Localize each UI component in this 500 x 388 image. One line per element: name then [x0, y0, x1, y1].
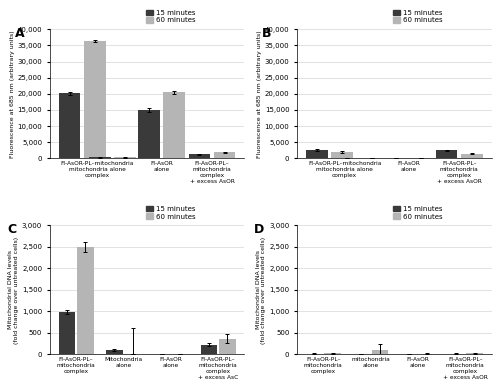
Text: A: A	[15, 27, 24, 40]
Bar	[106, 350, 122, 355]
Text: B: B	[262, 27, 272, 40]
Bar	[200, 345, 217, 355]
Bar	[214, 152, 236, 158]
Bar	[58, 312, 75, 355]
Legend: 15 minutes, 60 minutes: 15 minutes, 60 minutes	[146, 10, 195, 24]
Bar	[419, 353, 436, 355]
Bar	[461, 154, 482, 158]
Text: D: D	[254, 223, 264, 236]
Bar	[59, 93, 80, 158]
Legend: 15 minutes, 60 minutes: 15 minutes, 60 minutes	[393, 10, 442, 24]
Y-axis label: Mitochondrial DNA levels
(fold change over untreated cells): Mitochondrial DNA levels (fold change ov…	[256, 236, 266, 343]
Y-axis label: Mitochondrial DNA levels
(fold change over untreated cells): Mitochondrial DNA levels (fold change ov…	[8, 236, 19, 343]
Bar	[372, 350, 388, 355]
Bar	[466, 353, 483, 355]
Bar	[306, 150, 328, 158]
Bar	[154, 354, 170, 355]
Bar	[306, 353, 322, 355]
Text: C: C	[7, 223, 16, 236]
Bar	[77, 247, 94, 355]
Legend: 15 minutes, 60 minutes: 15 minutes, 60 minutes	[393, 206, 442, 220]
Bar	[400, 354, 417, 355]
Legend: 15 minutes, 60 minutes: 15 minutes, 60 minutes	[146, 206, 195, 220]
Bar	[84, 41, 106, 158]
Bar	[219, 339, 236, 355]
Bar	[324, 353, 341, 355]
Bar	[436, 150, 458, 158]
Bar	[448, 353, 464, 355]
Bar	[188, 154, 210, 158]
Y-axis label: Fluorescence at 685 nm (arbitrary units): Fluorescence at 685 nm (arbitrary units)	[257, 30, 262, 158]
Bar	[138, 110, 160, 158]
Bar	[164, 92, 185, 158]
Y-axis label: Fluorescence at 685 nm (arbitrary units): Fluorescence at 685 nm (arbitrary units)	[10, 30, 14, 158]
Bar	[332, 152, 353, 158]
